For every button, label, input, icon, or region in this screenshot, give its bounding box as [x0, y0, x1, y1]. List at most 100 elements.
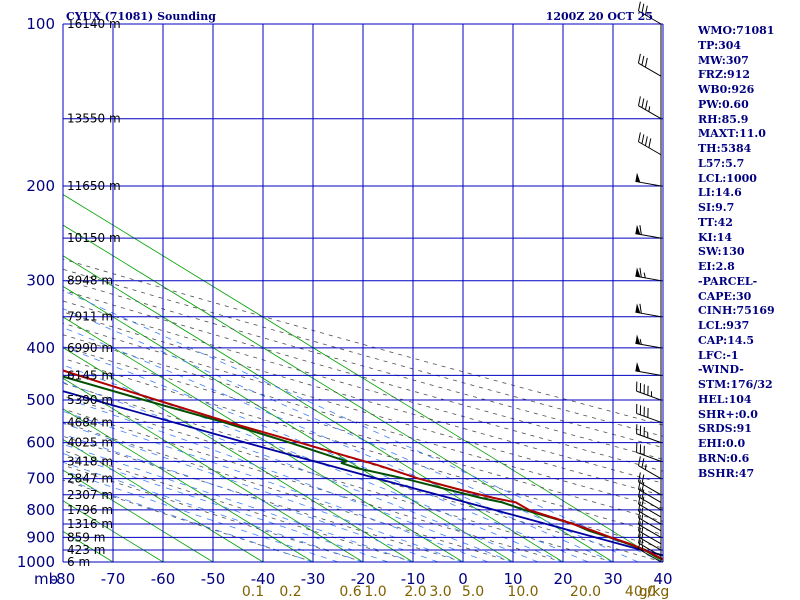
wind-barb: [637, 132, 662, 156]
wind-barb-full: [641, 3, 645, 14]
wind-barb-staff: [638, 517, 662, 532]
wind-barb-half: [644, 464, 647, 470]
wind-barb-flag: [635, 303, 641, 314]
wind-barb-staff: [638, 105, 662, 120]
temperature-tick-label: 20: [553, 570, 572, 588]
wind-barb: [637, 53, 662, 77]
wind-barb-staff: [636, 412, 662, 423]
wind-barb: [637, 480, 662, 503]
wind-barb-full: [641, 98, 645, 108]
height-label: 6990 m: [67, 341, 113, 355]
wind-barb-staff: [636, 390, 662, 401]
wind-barb-full: [644, 5, 648, 16]
wind-barb-half: [641, 507, 644, 514]
mixing-ratio-label: 1.0: [364, 584, 386, 600]
wind-barb-full: [637, 521, 641, 531]
mixing-ratio-label: 10.0: [507, 584, 538, 600]
wind-barb: [635, 267, 662, 282]
height-label: 7911 m: [67, 310, 113, 324]
index-item: CAPE:30: [698, 289, 752, 303]
wind-barb-staff: [638, 489, 662, 503]
parcel-trace: [63, 390, 663, 557]
index-item: CAP:14.5: [698, 333, 755, 347]
index-item: KI:14: [698, 230, 733, 244]
wind-barb-full: [637, 514, 641, 525]
wind-barb-staff: [638, 62, 662, 77]
temperature-tick-label: 0: [458, 570, 468, 588]
index-item: LCL:937: [698, 319, 750, 332]
temperature-tick-label: -70: [101, 570, 126, 588]
wind-barb-half: [641, 514, 644, 520]
index-item: BRN:0.6: [698, 451, 750, 465]
isotherm-line: [63, 469, 214, 562]
wind-barb: [637, 487, 662, 511]
wind-barb-full: [641, 489, 645, 499]
wind-barb-flag: [635, 362, 641, 372]
height-label: 3418 m: [67, 454, 113, 468]
wind-barb: [635, 172, 662, 187]
pressure-label: 500: [26, 391, 55, 409]
wind-barb: [637, 494, 662, 518]
isotherm-line: [63, 377, 364, 562]
wind-barb-staff: [638, 548, 662, 563]
wind-barb-full: [641, 458, 645, 468]
height-label: 1796 m: [67, 503, 113, 517]
moist-adiabat-line: [63, 443, 414, 562]
stability-indices-panel: WMO:71081 TP:304 MW:307 FRZ:912 WB0:926 PW:0.…: [698, 24, 775, 481]
wind-barb-staff: [638, 481, 662, 496]
isotherm-line: [63, 285, 514, 562]
moist-adiabat-line: [63, 290, 663, 562]
temperature-tick-label: 10: [503, 570, 522, 588]
wind-barb-staff: [638, 542, 662, 557]
moist-adiabat-line: [63, 346, 589, 562]
isotherm-line: [63, 316, 464, 562]
height-label: 8948 m: [67, 274, 113, 288]
isotherm-line: [63, 224, 614, 562]
pressure-label: 100: [26, 15, 55, 33]
moist-adiabat-line: [63, 397, 514, 562]
index-item: WMO:71081: [698, 24, 775, 37]
moist-adiabat-line: [63, 478, 314, 562]
temperature-tick-label: 30: [603, 570, 622, 588]
wind-barb-full: [637, 472, 641, 482]
index-item: SW:130: [698, 245, 745, 259]
height-label: 859 m: [67, 530, 105, 544]
wind-barb-full: [637, 487, 641, 497]
wind-barb-half: [641, 520, 644, 527]
mixing-ratio-unit: g/kg: [639, 584, 670, 600]
wind-barb-staff: [638, 523, 662, 538]
index-item: TT:42: [698, 215, 733, 229]
wind-barb: [636, 442, 662, 462]
pressure-unit-label: mb: [34, 570, 58, 588]
wind-barb-staff: [638, 503, 662, 518]
wind-barb: [637, 514, 662, 538]
mixing-ratio-label: 3.0: [429, 584, 451, 600]
mixing-ratio-labels: 0.1 0.2 0.6 1.0 2.0 3.0 5.0 10.0 20.0 40.0g/kg: [242, 584, 669, 600]
moist-adiabat-line: [63, 381, 539, 562]
height-label: 6 m: [67, 555, 90, 569]
dry-adiabat-line: [63, 450, 414, 562]
index-item: SRDS:91: [698, 422, 752, 436]
isotherm-line: [63, 347, 414, 562]
isotherm-line: [0, 24, 13, 562]
index-item: WB0:926: [698, 83, 755, 96]
wind-barb-full: [637, 1, 641, 12]
isotherm-line: [63, 408, 314, 562]
mixing-ratio-label: 20.0: [570, 584, 601, 600]
moist-adiabat-line: [63, 433, 439, 562]
index-item: MAXT:11.0: [698, 127, 766, 141]
wind-barb-full: [641, 55, 645, 66]
wind-barb: [637, 96, 662, 120]
pressure-label: 200: [26, 177, 55, 195]
wind-barb: [636, 381, 662, 401]
wind-barb-full: [644, 136, 648, 146]
wind-barb-full: [637, 501, 641, 512]
wind-barb: [636, 424, 662, 444]
wind-barb: [637, 501, 662, 525]
index-item: LFC:-1: [698, 348, 739, 362]
wind-barb-staff: [636, 451, 662, 462]
temperature-tick-label: 40: [653, 570, 672, 588]
pressure-label: 400: [26, 339, 55, 357]
index-item: L57:5.7: [698, 156, 745, 170]
